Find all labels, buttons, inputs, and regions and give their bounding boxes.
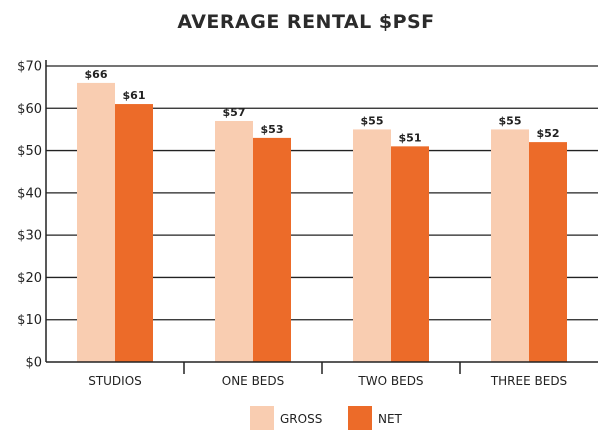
legend-label-gross: GROSS [280,412,322,426]
data-labels: $66 $61 $57 $53 $55 $51 $55 $52 [85,68,560,144]
legend-swatch-gross [250,406,274,430]
data-label: $66 [85,68,108,81]
x-category-label: STUDIOS [88,374,142,388]
y-tick-label: $60 [17,102,42,117]
x-axis-categories: STUDIOS ONE BEDS TWO BEDS THREE BEDS [88,374,567,388]
bar-net-one-beds [253,137,291,362]
y-tick-label: $70 [17,60,42,75]
bars [77,82,567,363]
x-category-label: THREE BEDS [490,374,567,388]
data-label: $52 [537,127,560,140]
bar-gross-three-beds [491,129,529,362]
x-category-label: TWO BEDS [357,374,423,388]
y-tick-label: $0 [25,356,42,371]
y-tick-label: $40 [17,186,42,201]
data-label: $51 [399,131,422,144]
y-tick-label: $20 [17,271,42,286]
y-tick-label: $50 [17,144,42,159]
chart-title: AVERAGE RENTAL $PSF [177,11,434,33]
bar-gross-one-beds [215,120,253,362]
bar-gross-two-beds [353,129,391,362]
axes [45,60,598,374]
legend-label-net: NET [378,412,403,426]
bar-net-studios [115,104,153,363]
data-label: $53 [261,123,284,136]
legend-swatch-net [348,406,372,430]
bar-gross-studios [77,82,115,363]
y-tick-label: $30 [17,229,42,244]
bar-net-two-beds [391,146,429,362]
data-label: $61 [123,89,146,102]
y-tick-label: $10 [17,313,42,328]
y-axis-ticks: $0 $10 $20 $30 $40 $50 $60 $70 [17,60,42,371]
legend: GROSS NET [250,406,403,430]
x-category-label: ONE BEDS [222,374,285,388]
data-label: $55 [499,114,522,127]
data-label: $57 [223,106,246,119]
bar-net-three-beds [529,142,567,362]
data-label: $55 [361,114,384,127]
